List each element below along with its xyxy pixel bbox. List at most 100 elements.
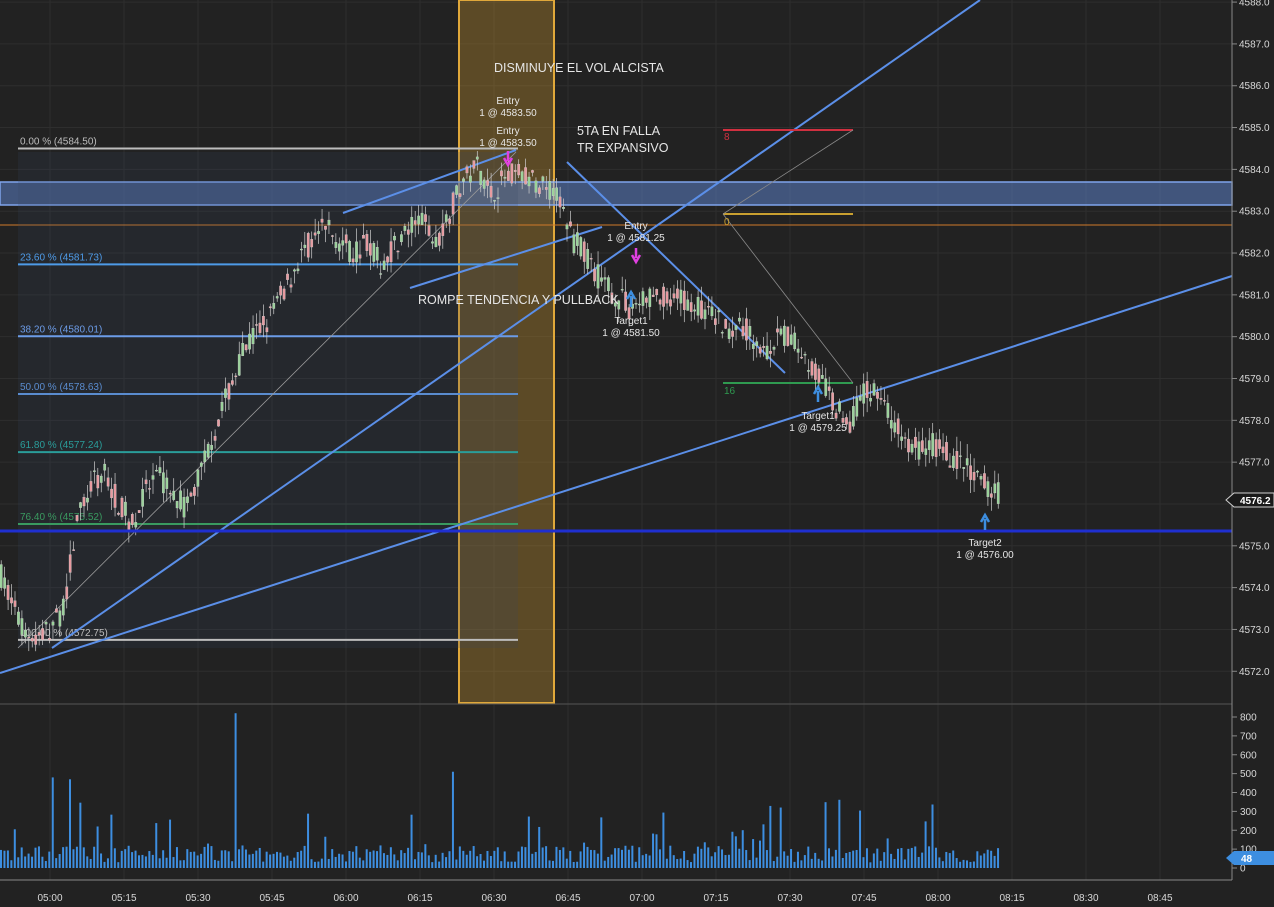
- candle-body: [931, 433, 935, 457]
- volume-bar: [779, 807, 782, 868]
- candle-body: [41, 628, 44, 641]
- volume-bar: [82, 847, 85, 868]
- trendlines[interactable]: [0, 0, 1233, 674]
- candle-body: [334, 242, 338, 248]
- candle-body: [472, 160, 476, 169]
- candle-body: [413, 220, 417, 225]
- volume-bar: [652, 833, 655, 868]
- candle-body: [655, 289, 659, 296]
- candle-body: [610, 292, 614, 304]
- volume-bar: [438, 861, 441, 868]
- volume-bar: [203, 846, 206, 868]
- volume-bar: [538, 826, 541, 868]
- candle-body: [465, 166, 469, 174]
- candle-body: [617, 300, 621, 310]
- candle-body: [710, 306, 714, 317]
- candle-body: [293, 269, 296, 272]
- target1a-detail: 1 @ 4581.50: [602, 328, 660, 339]
- candle-body: [179, 490, 182, 510]
- volume-bar: [883, 852, 886, 868]
- candle-body: [648, 288, 652, 307]
- volume-bar: [69, 779, 71, 868]
- volume-bar: [510, 861, 513, 868]
- candle-body: [337, 243, 341, 252]
- trade-markers[interactable]: Entry 1 @ 4583.50 Entry 1 @ 4583.50 Entr…: [479, 96, 1014, 561]
- candle-body: [924, 448, 928, 455]
- candle-body: [883, 400, 886, 402]
- volume-bar: [507, 861, 510, 868]
- volume-bar: [910, 847, 913, 868]
- volume-bars[interactable]: [0, 713, 1000, 868]
- candle-body: [789, 334, 793, 345]
- candle-body: [720, 332, 724, 334]
- candle-body: [651, 294, 655, 297]
- volume-bar: [524, 847, 527, 868]
- volume-bar: [928, 846, 931, 868]
- candle-body: [451, 192, 455, 215]
- highlight-time-band[interactable]: [458, 0, 555, 704]
- candlesticks[interactable]: [0, 151, 1000, 652]
- volume-bar: [289, 860, 292, 868]
- volume-bar: [427, 855, 430, 868]
- fibonacci-levels[interactable]: 0.00 % (4584.50) 23.60 % (4581.73) 38.20 %…: [18, 136, 518, 641]
- volume-bar: [248, 854, 251, 868]
- volume-bar: [62, 847, 65, 868]
- volume-bar: [690, 862, 692, 868]
- candle-body: [251, 328, 255, 345]
- volume-bar: [89, 858, 92, 868]
- candle-body: [544, 187, 548, 190]
- candle-body: [613, 302, 617, 307]
- price-tick-label: 4588.0: [1239, 0, 1270, 9]
- time-axis[interactable]: 05:00 05:15 05:30 05:45 06:00 06:15 06:30 06:45…: [37, 893, 1172, 904]
- candle-body: [503, 176, 507, 179]
- candle-body: [161, 472, 165, 494]
- volume-bar: [614, 848, 617, 868]
- volume-bar: [24, 856, 27, 868]
- candle-body: [6, 585, 10, 600]
- volume-bar: [565, 858, 568, 868]
- candle-body: [620, 289, 624, 291]
- volume-bar: [807, 846, 810, 868]
- volume-tick-label: 700: [1240, 731, 1257, 742]
- volume-bar: [276, 851, 278, 868]
- candle-body: [268, 306, 272, 309]
- candle-body: [582, 241, 586, 262]
- volume-bar: [676, 859, 679, 868]
- candle-body: [776, 328, 779, 333]
- candle-body: [420, 212, 424, 225]
- buy-arrow-icon: [812, 384, 824, 402]
- entry2-title: Entry: [496, 126, 519, 137]
- candle-body: [127, 521, 131, 531]
- candle-body: [55, 608, 58, 613]
- candle-body: [372, 243, 376, 262]
- time-tick-label: 06:15: [407, 893, 432, 904]
- volume-bar: [165, 857, 168, 868]
- volume-bar: [455, 859, 458, 868]
- candle-body: [348, 241, 352, 262]
- fib-diagonal: [17, 151, 517, 649]
- candle-body: [93, 470, 96, 472]
- candle-body: [175, 501, 179, 509]
- volume-bar: [124, 849, 127, 868]
- volume-bar: [859, 810, 862, 868]
- volume-bar: [389, 847, 392, 868]
- candle-body: [755, 341, 759, 346]
- candle-body: [962, 467, 966, 469]
- volume-axis[interactable]: 0 100 200 300 400 500 600 700 800: [1232, 713, 1257, 875]
- volume-bar: [638, 847, 641, 868]
- candle-body: [727, 328, 731, 339]
- fifth-wave-annotation-1: 5TA EN FALLA: [577, 124, 661, 138]
- volume-bar: [317, 861, 320, 868]
- volume-bar: [631, 845, 634, 868]
- volume-bar: [34, 847, 37, 868]
- current-price-label: 4576.2: [1240, 496, 1271, 507]
- time-tick-label: 07:15: [703, 893, 728, 904]
- volume-tick-label: 300: [1240, 807, 1257, 818]
- candle-body: [206, 443, 210, 458]
- counter-diagonal-2: [722, 213, 854, 384]
- volume-bar: [865, 848, 868, 868]
- volume-bar: [755, 857, 758, 868]
- volume-bar: [869, 862, 872, 868]
- price-tick-label: 4575.0: [1239, 541, 1270, 552]
